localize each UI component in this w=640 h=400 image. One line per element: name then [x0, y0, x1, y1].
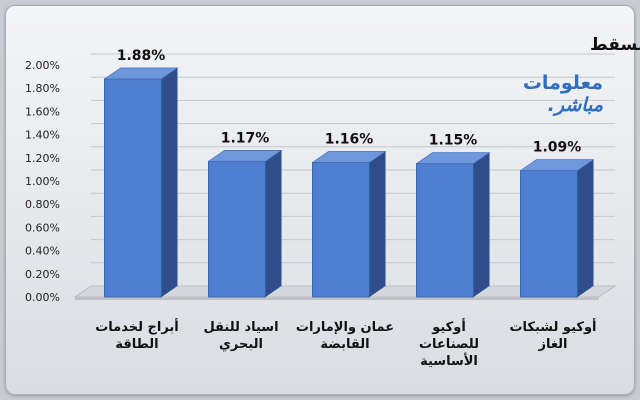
bar-side [369, 151, 386, 297]
y-tick-label: 1.80% [25, 82, 60, 95]
bar-top [207, 149, 283, 162]
y-tick-label: 1.20% [25, 152, 60, 165]
data-label: 1.17% [221, 130, 270, 146]
bar-side [473, 152, 490, 297]
bar-side [265, 150, 282, 297]
chart-title: أكثر 5 أسهم رابحة ببورصة مسقط [590, 33, 640, 55]
y-tick-label: 0.80% [25, 198, 60, 211]
data-label: 1.09% [533, 140, 582, 156]
brand-line-2: مباشر. [547, 94, 603, 116]
brand-logo: معلومات مباشر. [493, 72, 603, 122]
y-tick-label: 1.60% [25, 105, 60, 118]
bar-side [161, 67, 178, 297]
y-tick-label: 1.00% [25, 175, 60, 188]
category-label: أوكيو [431, 318, 466, 335]
category-label: القابضة [320, 337, 369, 352]
bar-top [415, 152, 491, 164]
category-label: اسياد للنقل [203, 320, 278, 335]
y-tick-label: 0.60% [25, 221, 60, 234]
category-label: عمان والإمارات [296, 320, 394, 335]
category-label: أوكيو لشبكات [509, 318, 596, 335]
category-label: للصناعات [419, 337, 479, 352]
category-label: الأساسية [420, 352, 478, 369]
bar-top [311, 151, 387, 163]
brand-line-1: معلومات [522, 72, 603, 94]
y-tick-label: 0.20% [25, 268, 60, 281]
category-labels: أبراج لخدمات الطاقة اسياد للنقل البحري عمان … [95, 318, 596, 369]
bar-front [312, 161, 370, 298]
data-label: 1.16% [325, 131, 374, 147]
bar-front [208, 160, 266, 298]
bar-top [519, 159, 595, 171]
bar-front [416, 163, 474, 298]
y-tick-label: 1.40% [25, 129, 60, 142]
y-tick-label: 0.00% [25, 291, 60, 304]
data-labels: 1.88% 1.17% 1.16% 1.15% 1.09% [117, 48, 582, 156]
bar-front [520, 170, 578, 298]
category-label: أبراج لخدمات [95, 318, 179, 335]
category-label: الغاز [537, 337, 567, 352]
data-label: 1.88% [117, 48, 166, 64]
bar-side [577, 159, 594, 297]
bar-front [104, 78, 162, 298]
data-label: 1.15% [429, 133, 478, 149]
y-tick-label: 0.40% [25, 245, 60, 258]
y-axis-ticks: 0.00% 0.20% 0.40% 0.60% 0.80% 1.00% 1.20% 1.40%… [25, 59, 60, 304]
floor-edge [75, 297, 599, 300]
category-label: البحري [219, 337, 263, 352]
bars [103, 67, 595, 298]
bar-top [103, 67, 179, 80]
category-label: الطاقة [115, 337, 158, 352]
y-tick-label: 2.00% [25, 59, 60, 72]
